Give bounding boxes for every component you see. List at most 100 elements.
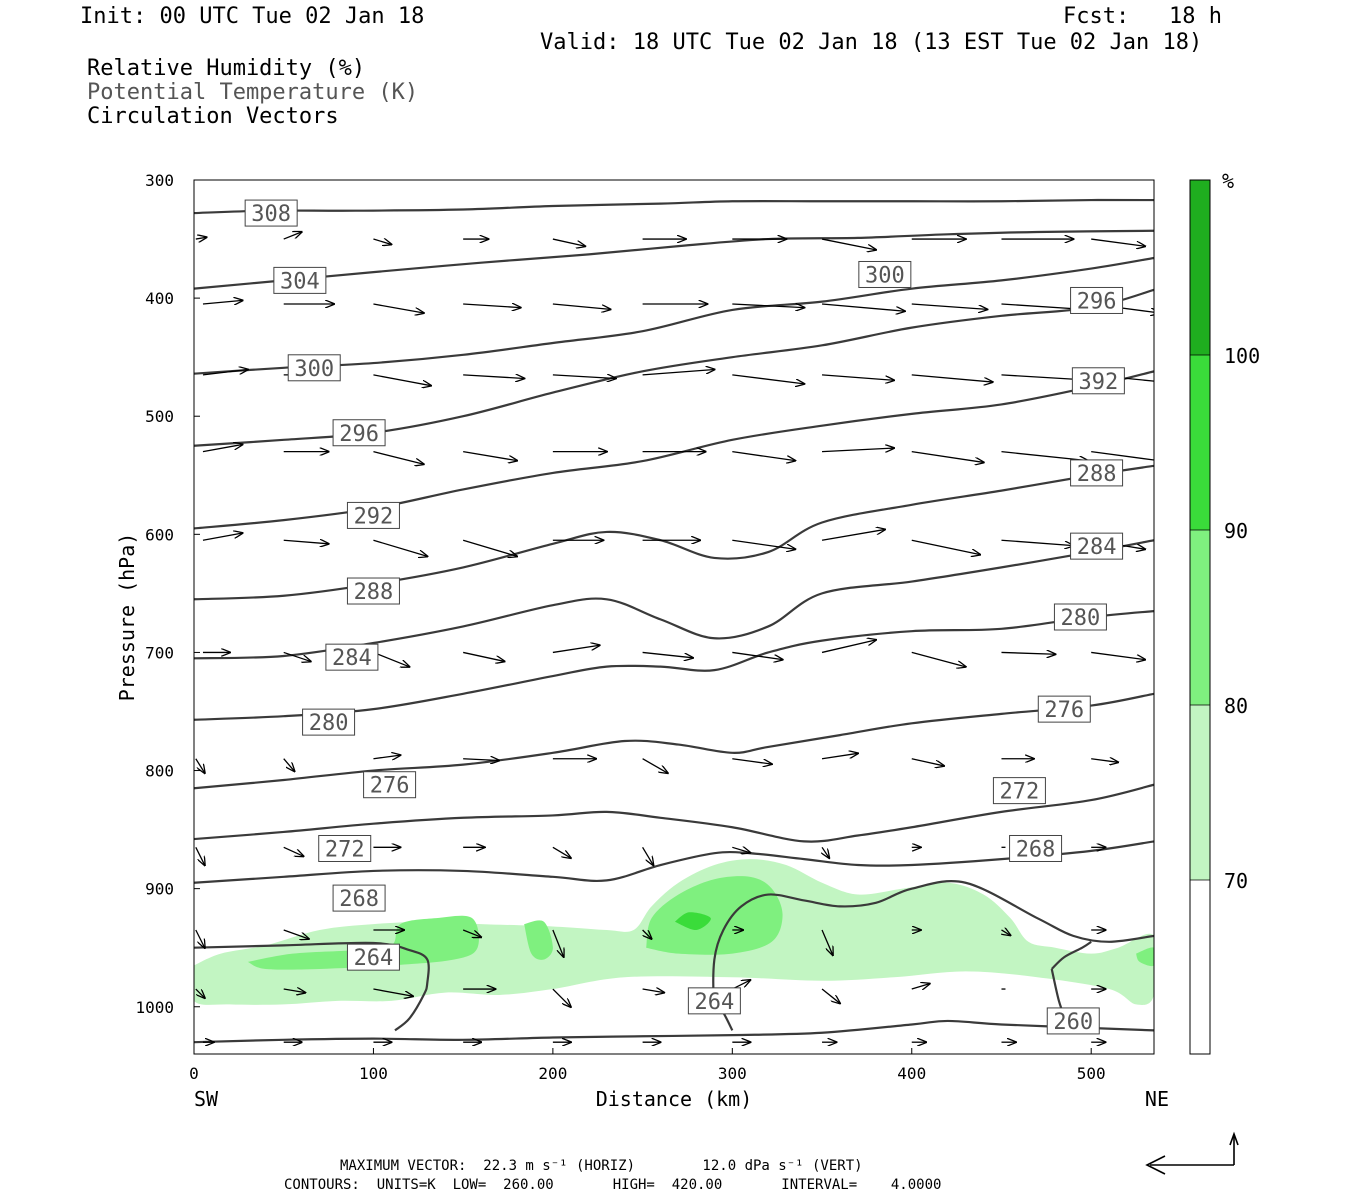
wind-vector (552, 303, 611, 309)
sw-label: SW (194, 1087, 219, 1111)
theta-contour-308 (194, 198, 1154, 215)
colorbar-segment (1190, 880, 1210, 1054)
wind-vector (1001, 652, 1055, 654)
wind-vector (642, 846, 654, 865)
theta-contour-292 (194, 370, 1154, 530)
theta-contour-304 (194, 229, 1154, 290)
wind-vector (1001, 451, 1087, 461)
wind-vector (642, 989, 665, 993)
wind-vector (195, 237, 207, 239)
contour-label-box (332, 419, 386, 447)
wind-vector (821, 640, 876, 654)
wind-vector (642, 929, 652, 939)
colorbar-segment (1190, 705, 1210, 880)
contour-label-box (346, 501, 400, 529)
wind-vector (195, 758, 205, 773)
y-tick-label: 300 (145, 171, 174, 190)
contour-label-box (287, 354, 341, 382)
contour-label: 264 (354, 946, 394, 971)
contour-label: 296 (1077, 289, 1117, 314)
contour-label-box (1071, 367, 1125, 395)
rh-region-90 (674, 912, 711, 931)
contour-label-box (363, 771, 417, 799)
init-time: Init: 00 UTC Tue 02 Jan 18 (80, 4, 425, 29)
x-axis-label: Distance (km) (596, 1087, 753, 1111)
wind-vector (463, 759, 499, 761)
rh-region-80 (524, 920, 553, 960)
wind-vector (283, 540, 329, 544)
wind-vector (1091, 651, 1145, 659)
wind-vector (202, 369, 248, 376)
wind-vector (373, 755, 400, 759)
wind-vector (911, 984, 930, 989)
contour-label: 308 (251, 202, 291, 227)
wind-vector (1091, 759, 1118, 763)
field-theta: Potential Temperature (K) (87, 80, 419, 105)
contour-label: 284 (1077, 535, 1117, 560)
x-tick-label: 200 (538, 1064, 567, 1083)
theta-contour-288 (194, 464, 1154, 601)
contour-info: CONTOURS: UNITS=K LOW= 260.00 HIGH= 420.… (284, 1177, 942, 1193)
wind-vector (463, 451, 517, 461)
colorbar-segment (1190, 355, 1210, 530)
theta-contour-268 (194, 840, 1154, 884)
wind-vector (911, 539, 980, 554)
contour-label-box (332, 884, 386, 912)
contour-label: 300 (294, 357, 334, 382)
contour-label-box (687, 987, 741, 1015)
wind-vector (821, 529, 885, 541)
y-axis-label: Pressure (hPa) (115, 533, 139, 702)
wind-vector (732, 374, 804, 384)
contour-label: 280 (309, 711, 349, 736)
wind-vector (552, 988, 571, 1007)
wind-vector (1001, 930, 1010, 935)
contour-label-box (346, 577, 400, 605)
wind-vector (373, 239, 391, 244)
wind-vector (283, 929, 309, 939)
contour-label-layer: 308 304 300 300 296 296 392 292 288 288 284 284 280 2… (244, 199, 1125, 1035)
colorbar-level-label: 80 (1224, 694, 1248, 718)
wind-vector (373, 374, 431, 386)
contour-label: 284 (332, 646, 372, 671)
wind-vector (283, 758, 295, 772)
wind-vector (642, 369, 715, 376)
wind-vector (462, 929, 481, 937)
wind-vector (732, 651, 782, 659)
y-tick-label: 900 (145, 880, 174, 899)
theta-contour-280 (194, 609, 1154, 721)
wind-vector (195, 847, 205, 865)
contour-label: 296 (339, 422, 379, 447)
wind-vector (552, 375, 616, 379)
x-tick-label: 100 (359, 1064, 388, 1083)
contour-label-box (302, 708, 356, 736)
contour-label-box (346, 943, 400, 971)
colorbar-level-label: 70 (1224, 869, 1248, 893)
contour-label: 276 (1044, 698, 1084, 723)
ne-label: NE (1145, 1087, 1169, 1111)
wind-vector (821, 238, 876, 250)
reference-vector-icon (1145, 1131, 1239, 1175)
contour-label: 276 (370, 774, 410, 799)
wind-vector (911, 651, 966, 666)
wind-vector (821, 929, 833, 955)
wind-vector (911, 303, 988, 309)
theta-contour-264 (712, 880, 1154, 1031)
wind-vector (283, 846, 304, 856)
wind-vector (202, 533, 243, 541)
contour-label: 288 (1077, 462, 1117, 487)
y-tick-label: 600 (145, 525, 174, 544)
wind-vector (202, 444, 243, 453)
wind-vector (552, 238, 585, 246)
theta-contour-284 (194, 539, 1154, 660)
wind-vector (1091, 451, 1154, 461)
axis-layer: 0 100 200 300 400 500 300 400 500 600 700 800 900 100… (115, 171, 1169, 1111)
wind-vector (373, 539, 427, 556)
y-tick-label: 1000 (135, 998, 174, 1017)
contour-label: 300 (865, 263, 905, 288)
wind-vector (911, 374, 993, 382)
rh-region-80 (646, 876, 783, 955)
wind-vector (732, 847, 750, 852)
contour-label: 272 (325, 837, 365, 862)
contour-label-box (1070, 532, 1124, 560)
contour-label-box (1053, 603, 1107, 631)
